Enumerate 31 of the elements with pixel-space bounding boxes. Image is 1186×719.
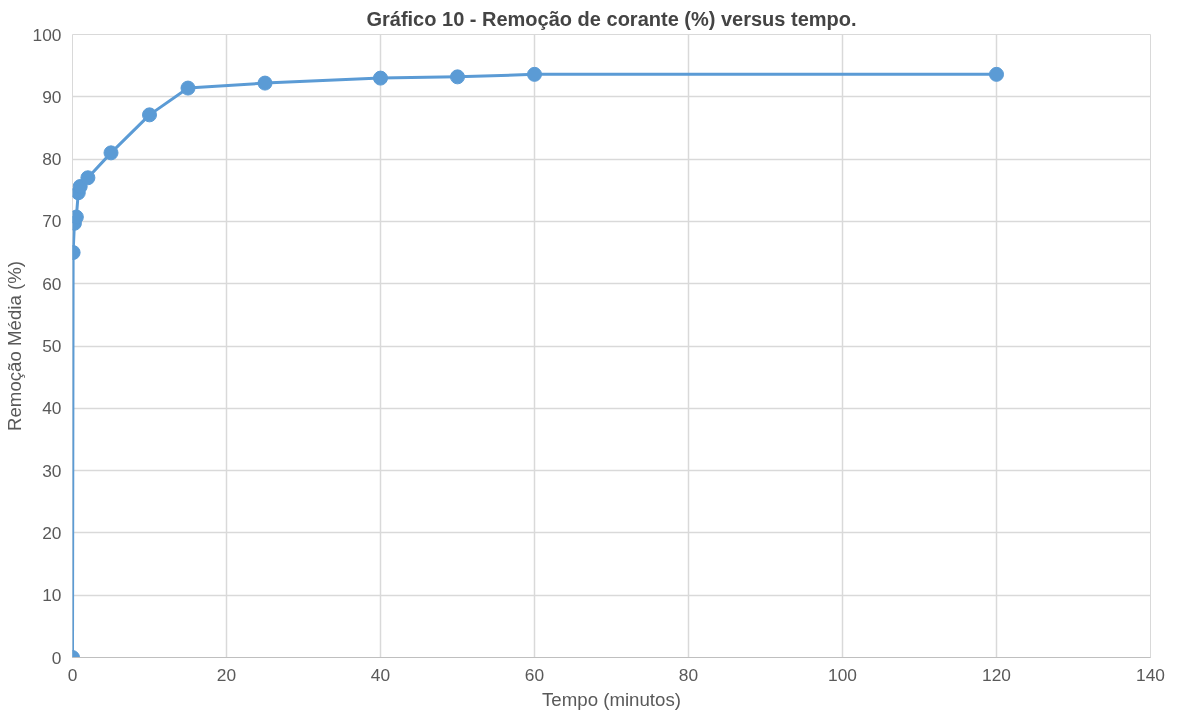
y-tick-label: 100 <box>32 24 62 45</box>
point <box>103 145 119 161</box>
point <box>527 66 542 82</box>
y-tick-label: 10 <box>42 585 62 606</box>
point <box>180 80 196 96</box>
y-tick-label: 80 <box>42 149 62 170</box>
y-tick-label: 90 <box>42 86 62 107</box>
y-tick-label: 70 <box>42 211 62 232</box>
x-tick-label: 60 <box>524 664 545 685</box>
x-tick-label: 40 <box>370 664 391 685</box>
x-axis-title: Tempo (minutos) <box>542 688 681 710</box>
y-tick-label: 40 <box>42 398 62 419</box>
point <box>80 170 96 186</box>
point <box>257 75 273 91</box>
point <box>373 70 388 86</box>
y-axis-title: Remoção Média (%) <box>3 260 25 432</box>
x-tick-label: 140 <box>1136 664 1165 685</box>
x-tick-label: 80 <box>678 664 699 685</box>
x-tick-label: 0 <box>67 664 78 685</box>
x-tick-label: 20 <box>216 664 237 685</box>
x-tick-label: 100 <box>828 664 857 685</box>
point <box>989 66 1004 82</box>
y-tick-label: 60 <box>42 273 62 294</box>
y-tick-label: 30 <box>42 460 62 481</box>
point <box>450 69 465 85</box>
y-tick-label: 0 <box>51 647 62 668</box>
point <box>142 107 157 123</box>
y-tick-label: 50 <box>42 336 62 356</box>
chart-title: Gráfico 10 - Remoção de corante (%) versus tempo. <box>366 7 857 30</box>
y-tick-label: 20 <box>42 522 62 543</box>
x-tick-label: 120 <box>982 664 1011 685</box>
